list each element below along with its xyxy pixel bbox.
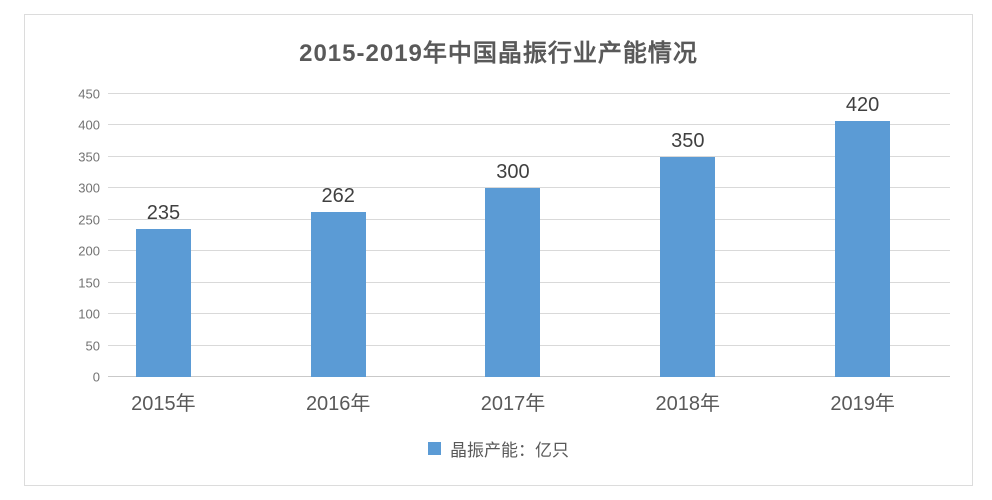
y-axis-tick-label: 300 bbox=[78, 180, 100, 196]
bar-value-label: 300 bbox=[496, 161, 530, 184]
bar-value-label: 262 bbox=[321, 185, 355, 208]
y-axis-tick-label: 350 bbox=[78, 149, 100, 165]
y-axis-tick-label: 200 bbox=[78, 243, 100, 259]
bars-layer: 235 262 300 350 420 bbox=[76, 94, 950, 377]
bar bbox=[485, 188, 541, 377]
bar-group-2015年: 235 bbox=[76, 94, 251, 377]
chart-container: 2015-2019年中国晶振行业产能情况 0 50 100 150 200 250 300 3… bbox=[24, 14, 973, 486]
gridline-y-450 bbox=[108, 93, 950, 94]
bar bbox=[835, 121, 891, 377]
y-axis-tick-label: 450 bbox=[78, 86, 100, 102]
y-axis-tick-label: 400 bbox=[78, 117, 100, 133]
y-axis-tick-label: 150 bbox=[78, 275, 100, 291]
bar bbox=[135, 229, 191, 377]
bar-value-label: 235 bbox=[146, 202, 181, 225]
bar-value-label: 350 bbox=[671, 129, 705, 152]
legend-swatch-icon bbox=[428, 442, 441, 455]
plot-area: 0 50 100 150 200 250 300 350 400 450 235 262 300 350 4… bbox=[74, 87, 952, 385]
bar bbox=[310, 212, 366, 377]
y-axis-tick-label: 250 bbox=[78, 212, 100, 228]
y-axis-tick-label: 50 bbox=[85, 338, 100, 354]
bar-group-2019年: 420 bbox=[775, 94, 950, 377]
x-axis-tick-label: 2018年 bbox=[655, 393, 721, 415]
x-axis-tick-label: 2017年 bbox=[480, 393, 546, 415]
chart-title: 2015-2019年中国晶振行业产能情况 bbox=[299, 40, 698, 67]
bar-group-2017年: 300 bbox=[426, 94, 601, 377]
gridline-y-350 bbox=[108, 155, 950, 157]
bar bbox=[660, 156, 716, 377]
bar-group-2016年: 262 bbox=[251, 94, 426, 377]
bar-group-2018年: 350 bbox=[600, 94, 775, 377]
x-axis-tick-label: 2015年 bbox=[131, 393, 196, 415]
gridline-y-400 bbox=[108, 124, 950, 126]
y-axis-tick-label: 100 bbox=[78, 306, 100, 322]
gridline-y-300 bbox=[108, 187, 950, 189]
x-axis-tick-label: 2019年 bbox=[830, 393, 895, 415]
x-axis-tick-label: 2016年 bbox=[305, 393, 371, 415]
legend-label: 晶振产能：亿只 bbox=[450, 441, 569, 460]
legend: 晶振产能：亿只 bbox=[25, 436, 972, 461]
y-axis-tick-label: 0 bbox=[92, 369, 100, 385]
x-axis: 2015年 2016年 2017年 2018年 2019年 bbox=[76, 387, 950, 416]
bar-value-label: 420 bbox=[845, 94, 880, 116]
